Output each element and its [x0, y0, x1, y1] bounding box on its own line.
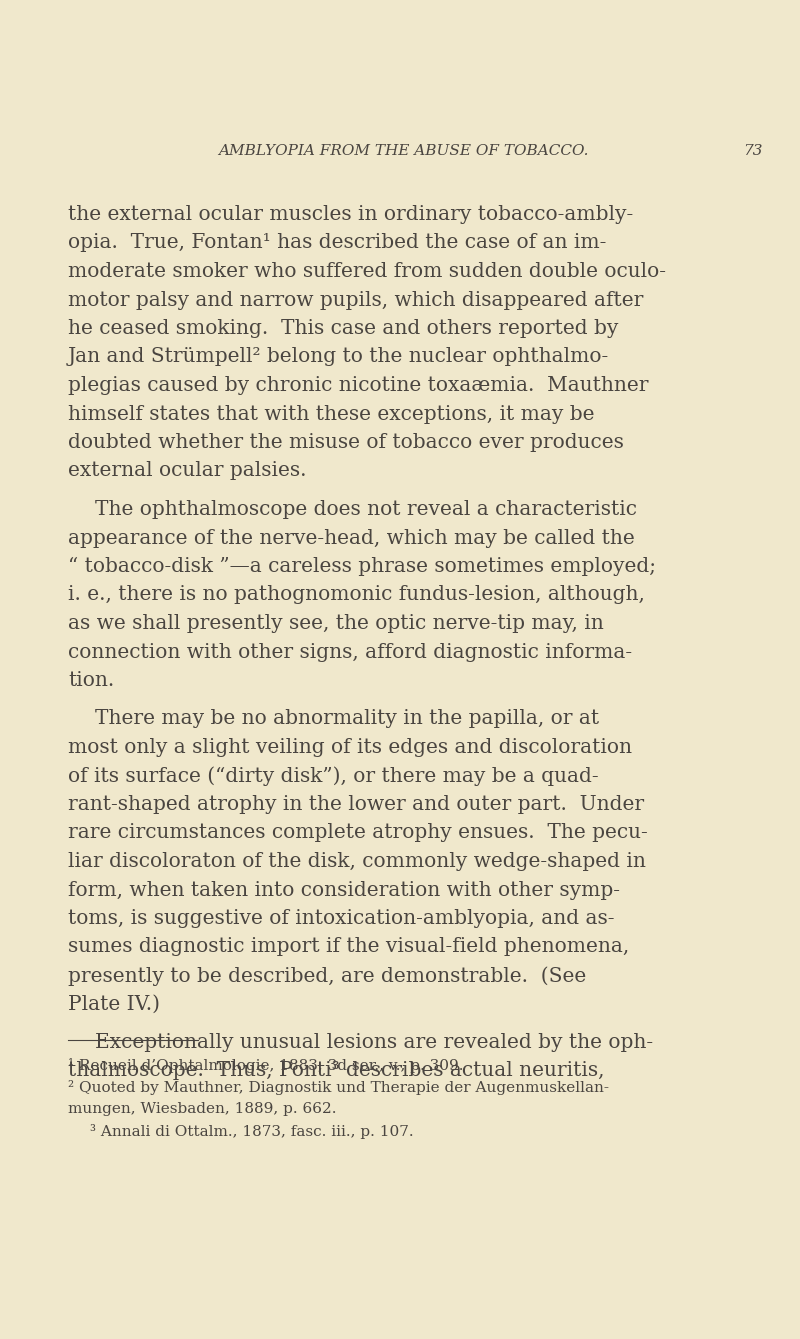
Text: opia.  True, Fontan¹ has described the case of an im-: opia. True, Fontan¹ has described the ca…	[68, 233, 606, 253]
Text: toms, is suggestive of intoxication-amblyopia, and as-: toms, is suggestive of intoxication-ambl…	[68, 909, 614, 928]
Text: Exceptionally unusual lesions are revealed by the oph-: Exceptionally unusual lesions are reveal…	[95, 1032, 653, 1052]
Text: presently to be described, are demonstrable.  (See: presently to be described, are demonstra…	[68, 965, 586, 986]
Text: thalmoscope.  Thus, Ponti³ describes actual neuritis,: thalmoscope. Thus, Ponti³ describes actu…	[68, 1062, 605, 1081]
Text: rare circumstances complete atrophy ensues.  The pecu-: rare circumstances complete atrophy ensu…	[68, 823, 648, 842]
Text: liar discoloraton of the disk, commonly wedge-shaped in: liar discoloraton of the disk, commonly …	[68, 852, 646, 870]
Text: of its surface (“dirty disk”), or there may be a quad-: of its surface (“dirty disk”), or there …	[68, 766, 598, 786]
Text: the external ocular muscles in ordinary tobacco-ambly-: the external ocular muscles in ordinary …	[68, 205, 634, 224]
Text: The ophthalmoscope does not reveal a characteristic: The ophthalmoscope does not reveal a cha…	[95, 499, 637, 520]
Text: AMBLYOPIA FROM THE ABUSE OF TOBACCO.: AMBLYOPIA FROM THE ABUSE OF TOBACCO.	[218, 145, 588, 158]
Text: motor palsy and narrow pupils, which disappeared after: motor palsy and narrow pupils, which dis…	[68, 291, 643, 309]
Text: “ tobacco-disk ”—a careless phrase sometimes employed;: “ tobacco-disk ”—a careless phrase somet…	[68, 557, 656, 576]
Text: external ocular palsies.: external ocular palsies.	[68, 462, 306, 481]
Text: ¹ Recueil d’Ophtalmologie, 1883, 3d ser., v., p. 309.: ¹ Recueil d’Ophtalmologie, 1883, 3d ser.…	[68, 1058, 463, 1073]
Text: connection with other signs, afford diagnostic informa-: connection with other signs, afford diag…	[68, 643, 632, 661]
Text: himself states that with these exceptions, it may be: himself states that with these exception…	[68, 404, 594, 423]
Text: ³ Annali di Ottalm., 1873, fasc. iii., p. 107.: ³ Annali di Ottalm., 1873, fasc. iii., p…	[90, 1123, 414, 1139]
Text: form, when taken into consideration with other symp-: form, when taken into consideration with…	[68, 881, 620, 900]
Text: as we shall presently see, the optic nerve-tip may, in: as we shall presently see, the optic ner…	[68, 615, 604, 633]
Text: ² Quoted by Mauthner, Diagnostik und Therapie der Augenmuskellan-: ² Quoted by Mauthner, Diagnostik und The…	[68, 1081, 609, 1095]
Text: tion.: tion.	[68, 671, 114, 690]
Text: There may be no abnormality in the papilla, or at: There may be no abnormality in the papil…	[95, 710, 599, 728]
Text: Plate IV.): Plate IV.)	[68, 995, 160, 1014]
Text: moderate smoker who suffered from sudden double oculo-: moderate smoker who suffered from sudden…	[68, 262, 666, 281]
Text: plegias caused by chronic nicotine toxaæmia.  Mauthner: plegias caused by chronic nicotine toxaæ…	[68, 376, 649, 395]
Text: i. e., there is no pathognomonic fundus-lesion, although,: i. e., there is no pathognomonic fundus-…	[68, 585, 645, 604]
Text: rant-shaped atrophy in the lower and outer part.  Under: rant-shaped atrophy in the lower and out…	[68, 795, 644, 814]
Text: 73: 73	[743, 145, 762, 158]
Text: sumes diagnostic import if the visual-field phenomena,: sumes diagnostic import if the visual-fi…	[68, 937, 630, 956]
Text: appearance of the nerve-head, which may be called the: appearance of the nerve-head, which may …	[68, 529, 634, 548]
Text: doubted whether the misuse of tobacco ever produces: doubted whether the misuse of tobacco ev…	[68, 432, 624, 453]
Text: Jan and Strümpell² belong to the nuclear ophthalmo-: Jan and Strümpell² belong to the nuclear…	[68, 348, 610, 367]
Text: mungen, Wiesbaden, 1889, p. 662.: mungen, Wiesbaden, 1889, p. 662.	[68, 1102, 337, 1115]
Text: he ceased smoking.  This case and others reported by: he ceased smoking. This case and others …	[68, 319, 618, 337]
Text: most only a slight veiling of its edges and discoloration: most only a slight veiling of its edges …	[68, 738, 632, 757]
